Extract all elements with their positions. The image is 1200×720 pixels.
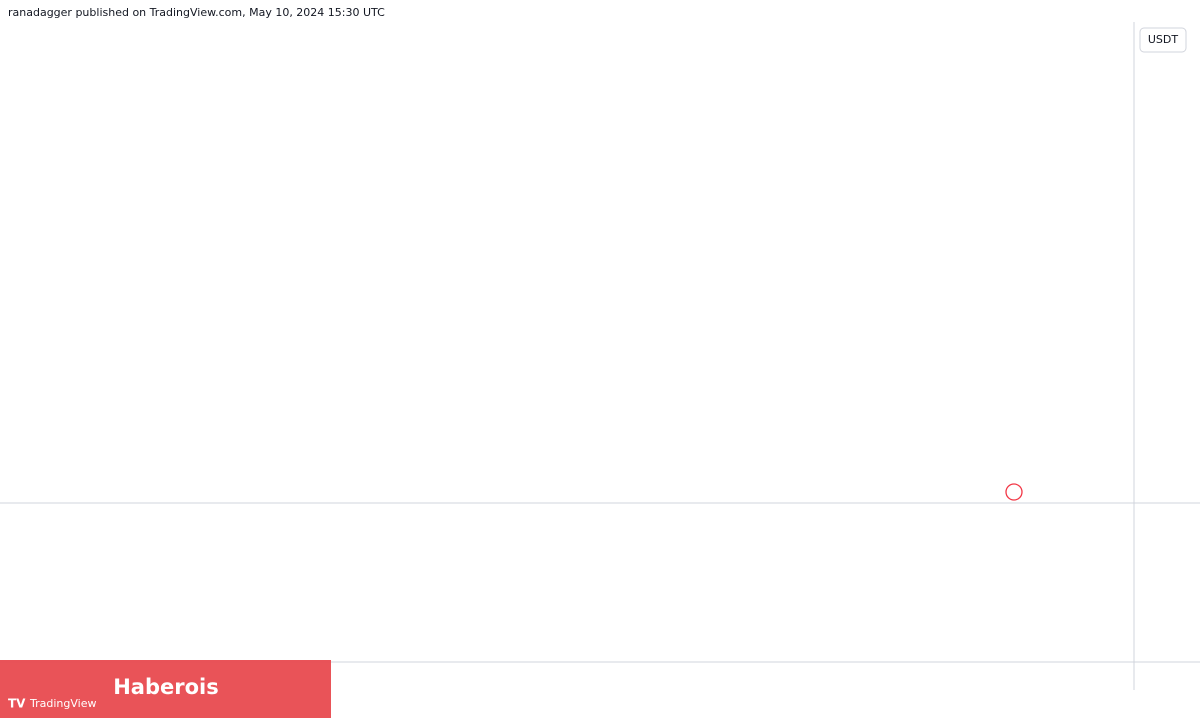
watermark-box <box>0 660 331 718</box>
publisher: ranadagger published on TradingView.com,… <box>8 6 385 19</box>
currency-box[interactable] <box>1139 27 1187 53</box>
brand: TradingView <box>29 697 96 710</box>
lightning-icon[interactable] <box>1005 483 1023 501</box>
watermark: Haberois <box>113 675 219 699</box>
brand-logo: TV <box>8 697 26 711</box>
currency: USDT <box>1148 33 1179 46</box>
